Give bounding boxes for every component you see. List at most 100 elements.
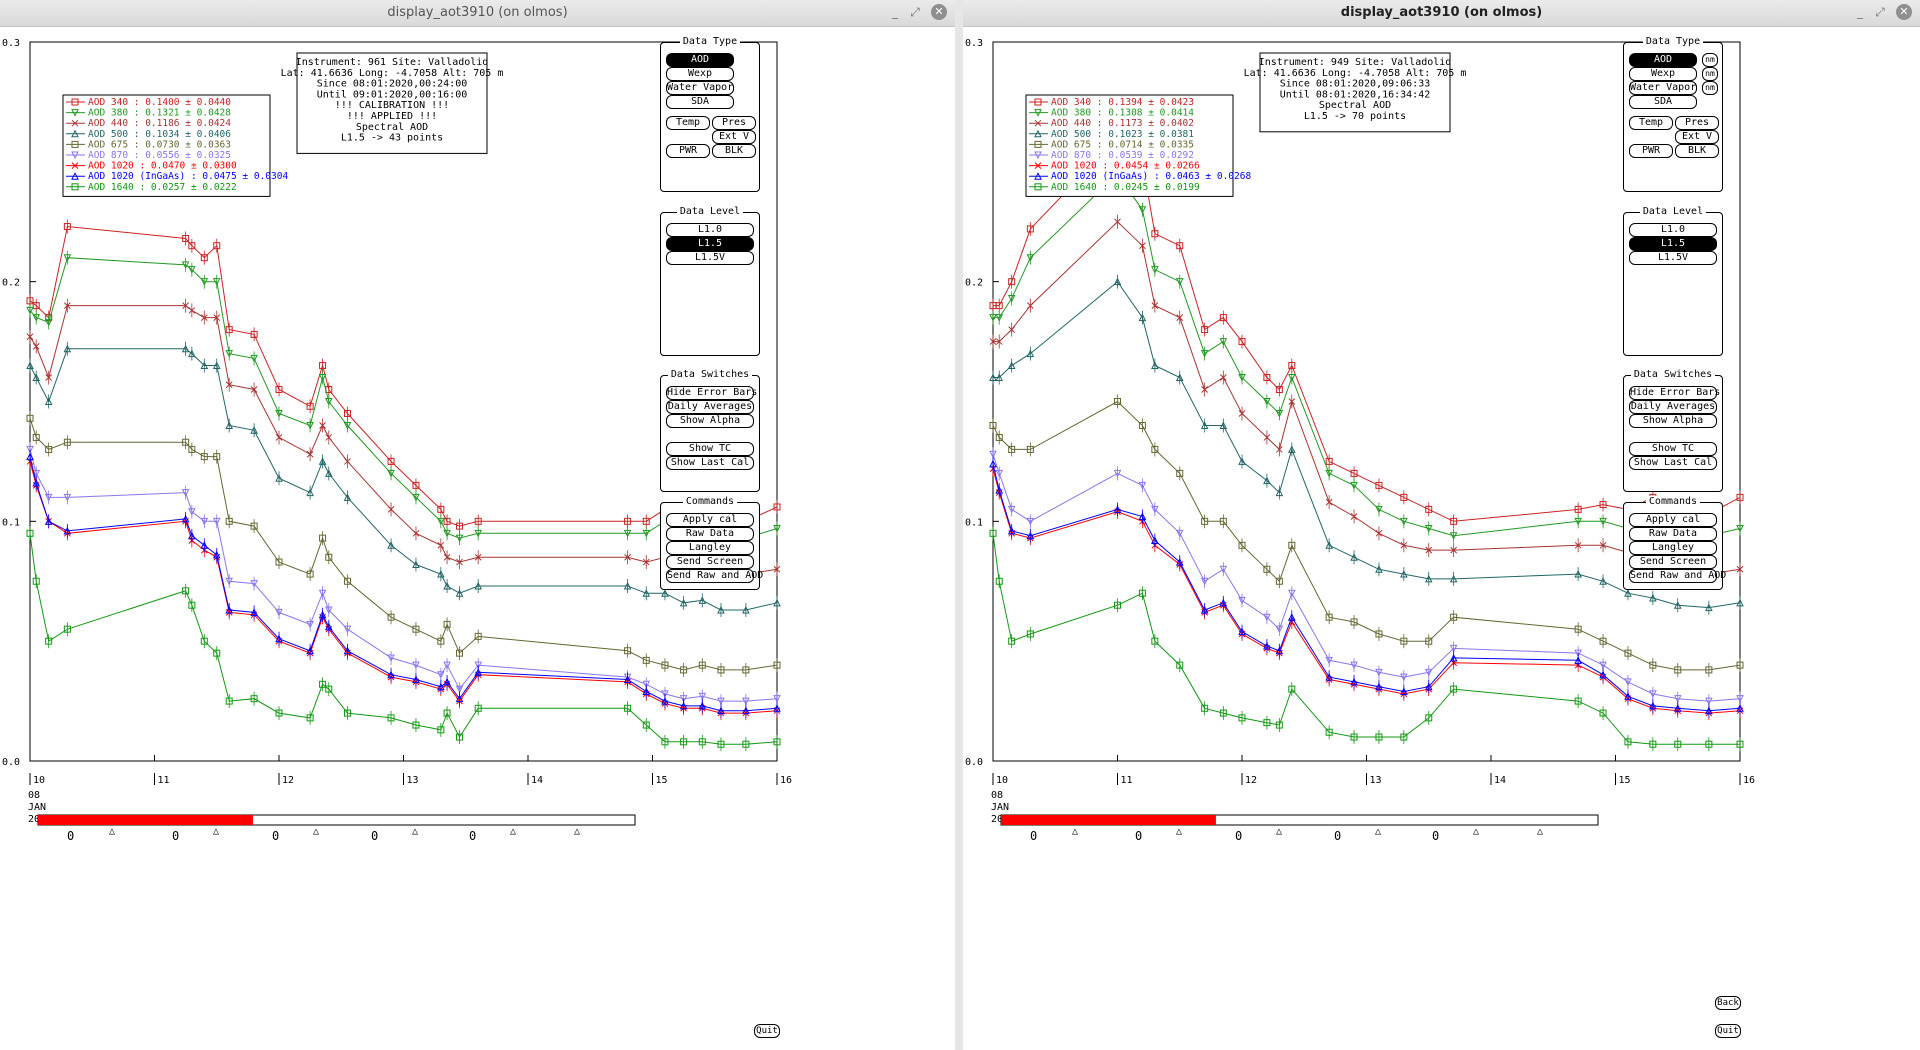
show-last-cal-button[interactable]: Show Last Cal [666, 456, 754, 470]
minimize-icon[interactable]: _ [892, 5, 898, 19]
sda-button[interactable]: SDA [666, 95, 734, 109]
water-vapor-button[interactable]: Water Vapor [666, 81, 734, 95]
show-alpha-button[interactable]: Show Alpha [666, 414, 754, 428]
hide-error-bars-button[interactable]: Hide Error Bars [666, 386, 758, 400]
level-l1-5-button[interactable]: L1.5 [666, 237, 754, 251]
data-point [773, 738, 781, 746]
hide-error-bars-button[interactable]: Hide Error Bars [1629, 386, 1721, 400]
data-point [1599, 670, 1607, 679]
level-l1-0-button[interactable]: L1.0 [1629, 223, 1717, 237]
data-point [275, 558, 283, 566]
show-tc-button[interactable]: Show TC [666, 442, 754, 456]
close-icon[interactable]: ✕ [931, 4, 947, 20]
data-point [443, 553, 451, 561]
data-point [989, 373, 997, 382]
data-point [1449, 574, 1458, 583]
ext-v-button[interactable]: Ext V [712, 130, 756, 144]
show-last-cal-button[interactable]: Show Last Cal [1629, 456, 1717, 470]
pres-button[interactable]: Pres [712, 116, 756, 130]
aod-button[interactable]: AOD [666, 53, 734, 67]
blk-button[interactable]: BLK [712, 144, 756, 158]
x-tick-label: 16 [780, 775, 792, 786]
pwr-button[interactable]: PWR [1629, 144, 1673, 158]
data-point [1201, 326, 1209, 334]
daily-averages-button[interactable]: Daily Averages [666, 400, 754, 414]
window-titlebar[interactable]: display_aot3910 (on olmos) _ ⤢ ✕ [0, 0, 955, 27]
quit-button[interactable]: Quit [754, 1024, 780, 1038]
show-alpha-button[interactable]: Show Alpha [1629, 414, 1717, 428]
raw-data-button[interactable]: Raw Data [1629, 527, 1717, 541]
send-screen-button[interactable]: Send Screen [1629, 555, 1717, 569]
data-point [225, 326, 233, 334]
show-tc-button[interactable]: Show TC [1629, 442, 1717, 456]
data-point [200, 517, 209, 526]
date-label: JAN [991, 802, 1009, 813]
data-point [225, 697, 233, 705]
wexp-button[interactable]: Wexp [666, 67, 734, 81]
window-title: display_aot3910 (on olmos) [1340, 5, 1543, 20]
temp-button[interactable]: Temp [666, 116, 710, 130]
triangle-marker: △ [313, 826, 319, 837]
maximize-icon[interactable]: ⤢ [910, 5, 920, 19]
data-point [306, 402, 314, 410]
data-point [212, 550, 221, 559]
apply-cal-button[interactable]: Apply cal [666, 513, 754, 527]
series-aod-500 [989, 274, 1744, 615]
send-screen-button[interactable]: Send Screen [666, 555, 754, 569]
data-point [26, 414, 34, 422]
close-icon[interactable]: ✕ [1896, 4, 1912, 20]
send-raw-and-aod-button[interactable]: Send Raw and AOD [666, 569, 764, 583]
data-point [1325, 672, 1333, 681]
data-point [1263, 398, 1271, 406]
data-point [773, 704, 781, 712]
daily-averages-button[interactable]: Daily Averages [1629, 400, 1717, 414]
legend-entry: AOD 1020 (InGaAs) : 0.0463 ± 0.0268 [1051, 171, 1251, 182]
quit-button[interactable]: Quit [1715, 1024, 1741, 1038]
sda-button[interactable]: SDA [1629, 95, 1697, 109]
data-point [343, 493, 352, 501]
nm-button-2[interactable]: nm [1702, 67, 1718, 81]
nm-button-1[interactable]: nm [1702, 53, 1718, 67]
langley-button[interactable]: Langley [1629, 541, 1717, 555]
display-window-right: display_aot3910 (on olmos) _ ⤢ ✕ 0.0 0.1 0… [963, 0, 1920, 1050]
data-point [32, 577, 40, 585]
level-l1-5v-button[interactable]: L1.5V [666, 251, 754, 265]
data-point [32, 302, 40, 310]
data-point [225, 605, 234, 614]
level-l1-5-button[interactable]: L1.5 [1629, 237, 1717, 251]
minimize-icon[interactable]: _ [1857, 5, 1863, 19]
langley-button[interactable]: Langley [666, 541, 754, 555]
data-point [773, 565, 781, 573]
data-point [1288, 362, 1296, 370]
apply-cal-button[interactable]: Apply cal [1629, 513, 1717, 527]
series-aod-675 [989, 394, 1744, 677]
raw-data-button[interactable]: Raw Data [666, 527, 754, 541]
data-point [325, 553, 333, 561]
nm-button-3[interactable]: nm [1702, 81, 1718, 95]
data-point [181, 489, 190, 497]
data-point [343, 709, 351, 717]
data-point [1287, 589, 1296, 598]
back-button[interactable]: Back [1715, 996, 1741, 1010]
send-raw-and-aod-button[interactable]: Send Raw and AOD [1629, 569, 1727, 583]
data-point [1275, 577, 1283, 585]
pwr-button[interactable]: PWR [666, 144, 710, 158]
level-l1-0-button[interactable]: L1.0 [666, 223, 754, 237]
temp-button[interactable]: Temp [1629, 116, 1673, 130]
window-titlebar[interactable]: display_aot3910 (on olmos) _ ⤢ ✕ [963, 0, 1920, 27]
water-vapor-button[interactable]: Water Vapor [1629, 81, 1697, 95]
triangle-marker: △ [1276, 826, 1282, 837]
level-l1-5v-button[interactable]: L1.5V [1629, 251, 1717, 265]
aod-button[interactable]: AOD [1629, 53, 1697, 67]
ext-v-button[interactable]: Ext V [1675, 130, 1719, 144]
maximize-icon[interactable]: ⤢ [1875, 5, 1885, 19]
blk-button[interactable]: BLK [1675, 144, 1719, 158]
pres-button[interactable]: Pres [1675, 116, 1719, 130]
sun-marker: 0 [172, 829, 179, 843]
data-point [63, 223, 71, 231]
data-point [1424, 574, 1433, 583]
data-point [624, 517, 632, 525]
wexp-button[interactable]: Wexp [1629, 67, 1697, 81]
data-point [344, 458, 351, 465]
